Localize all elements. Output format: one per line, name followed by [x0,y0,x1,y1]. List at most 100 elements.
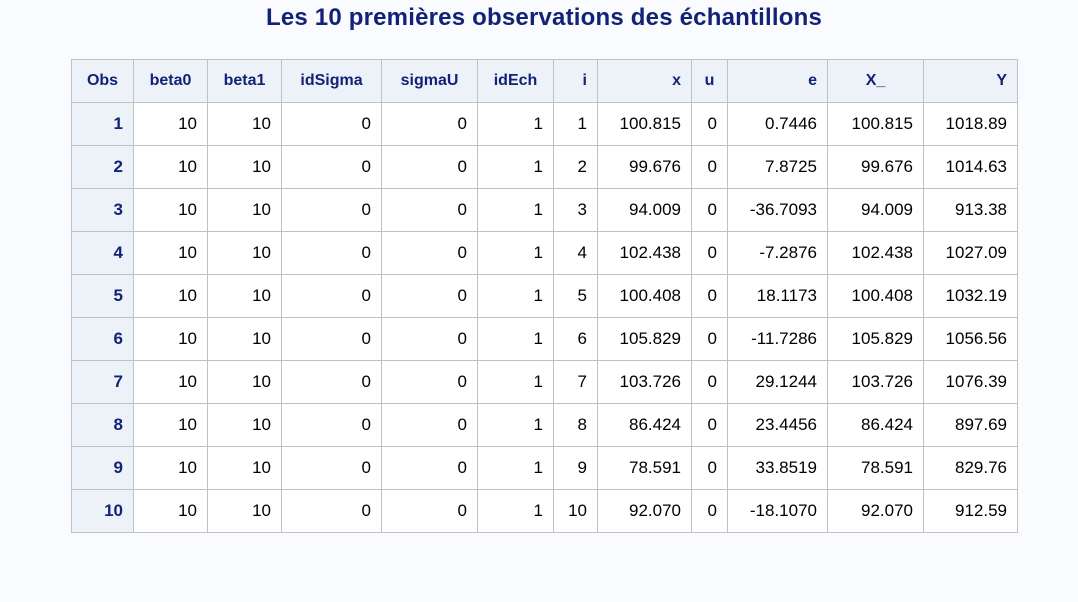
column-header-y: Y [923,59,1018,103]
cell-idech: 1 [477,403,554,447]
cell-i: 4 [553,231,598,275]
cell-idech: 1 [477,446,554,490]
cell-obs: 1 [71,102,134,146]
cell-y: 1027.09 [923,231,1018,275]
cell-e: 23.4456 [727,403,828,447]
cell-x-underscore: 78.591 [827,446,924,490]
cell-e: 33.8519 [727,446,828,490]
cell-idsigma: 0 [281,274,382,318]
cell-beta1: 10 [207,403,282,447]
cell-i: 7 [553,360,598,404]
cell-beta0: 10 [133,360,208,404]
cell-x: 105.829 [597,317,692,361]
cell-beta1: 10 [207,446,282,490]
cell-x-underscore: 105.829 [827,317,924,361]
cell-sigmau: 0 [381,317,478,361]
cell-beta1: 10 [207,188,282,232]
cell-e: 18.1173 [727,274,828,318]
table-row: 6 10 10 0 0 1 6 105.829 0 -11.7286 105.829 1056.56 [71,317,1018,361]
table-row: 1 10 10 0 0 1 1 100.815 0 0.7446 100.815 1018.89 [71,102,1018,146]
cell-u: 0 [691,188,728,232]
cell-x: 99.676 [597,145,692,189]
column-header-beta1: beta1 [207,59,282,103]
cell-x: 78.591 [597,446,692,490]
cell-idsigma: 0 [281,231,382,275]
table-row: 5 10 10 0 0 1 5 100.408 0 18.1173 100.408 1032.19 [71,274,1018,318]
observations-table: Obs beta0 beta1 idSigma sigmaU idEch i x… [71,59,1018,533]
cell-obs: 8 [71,403,134,447]
cell-beta1: 10 [207,145,282,189]
cell-obs: 6 [71,317,134,361]
cell-beta1: 10 [207,102,282,146]
cell-e: -11.7286 [727,317,828,361]
cell-idech: 1 [477,145,554,189]
column-header-x: x [597,59,692,103]
cell-y: 1014.63 [923,145,1018,189]
cell-x-underscore: 103.726 [827,360,924,404]
cell-sigmau: 0 [381,403,478,447]
cell-i: 5 [553,274,598,318]
cell-e: -36.7093 [727,188,828,232]
column-header-x-underscore: X_ [827,59,924,103]
cell-idech: 1 [477,360,554,404]
cell-y: 1076.39 [923,360,1018,404]
column-header-sigmau: sigmaU [381,59,478,103]
column-header-i: i [553,59,598,103]
cell-sigmau: 0 [381,489,478,533]
cell-u: 0 [691,102,728,146]
cell-idsigma: 0 [281,145,382,189]
cell-beta1: 10 [207,489,282,533]
cell-i: 2 [553,145,598,189]
table-row: 3 10 10 0 0 1 3 94.009 0 -36.7093 94.009 913.38 [71,188,1018,232]
cell-u: 0 [691,145,728,189]
column-header-obs: Obs [71,59,134,103]
cell-sigmau: 0 [381,274,478,318]
cell-idsigma: 0 [281,188,382,232]
cell-idsigma: 0 [281,317,382,361]
cell-i: 3 [553,188,598,232]
cell-x: 102.438 [597,231,692,275]
table-row: 7 10 10 0 0 1 7 103.726 0 29.1244 103.726 1076.39 [71,360,1018,404]
cell-i: 10 [553,489,598,533]
cell-y: 912.59 [923,489,1018,533]
cell-u: 0 [691,403,728,447]
cell-beta0: 10 [133,489,208,533]
table-title: Les 10 premières observations des échant… [265,4,823,31]
cell-x-underscore: 92.070 [827,489,924,533]
cell-idech: 1 [477,188,554,232]
cell-x-underscore: 100.815 [827,102,924,146]
table-row: 9 10 10 0 0 1 9 78.591 0 33.8519 78.591 829.76 [71,446,1018,490]
cell-x-underscore: 94.009 [827,188,924,232]
cell-sigmau: 0 [381,102,478,146]
cell-idech: 1 [477,231,554,275]
cell-u: 0 [691,231,728,275]
cell-beta1: 10 [207,317,282,361]
cell-idsigma: 0 [281,446,382,490]
table-row: 4 10 10 0 0 1 4 102.438 0 -7.2876 102.438 1027.09 [71,231,1018,275]
cell-obs: 10 [71,489,134,533]
cell-x: 94.009 [597,188,692,232]
cell-e: -18.1070 [727,489,828,533]
cell-beta0: 10 [133,317,208,361]
cell-sigmau: 0 [381,231,478,275]
cell-x-underscore: 100.408 [827,274,924,318]
column-header-idsigma: idSigma [281,59,382,103]
cell-i: 1 [553,102,598,146]
cell-y: 897.69 [923,403,1018,447]
cell-u: 0 [691,274,728,318]
cell-beta0: 10 [133,274,208,318]
cell-sigmau: 0 [381,145,478,189]
cell-e: 7.8725 [727,145,828,189]
cell-sigmau: 0 [381,188,478,232]
cell-e: -7.2876 [727,231,828,275]
cell-obs: 7 [71,360,134,404]
cell-obs: 9 [71,446,134,490]
cell-beta0: 10 [133,231,208,275]
cell-e: 0.7446 [727,102,828,146]
cell-y: 1032.19 [923,274,1018,318]
cell-idsigma: 0 [281,403,382,447]
cell-idech: 1 [477,317,554,361]
cell-idsigma: 0 [281,360,382,404]
cell-sigmau: 0 [381,446,478,490]
